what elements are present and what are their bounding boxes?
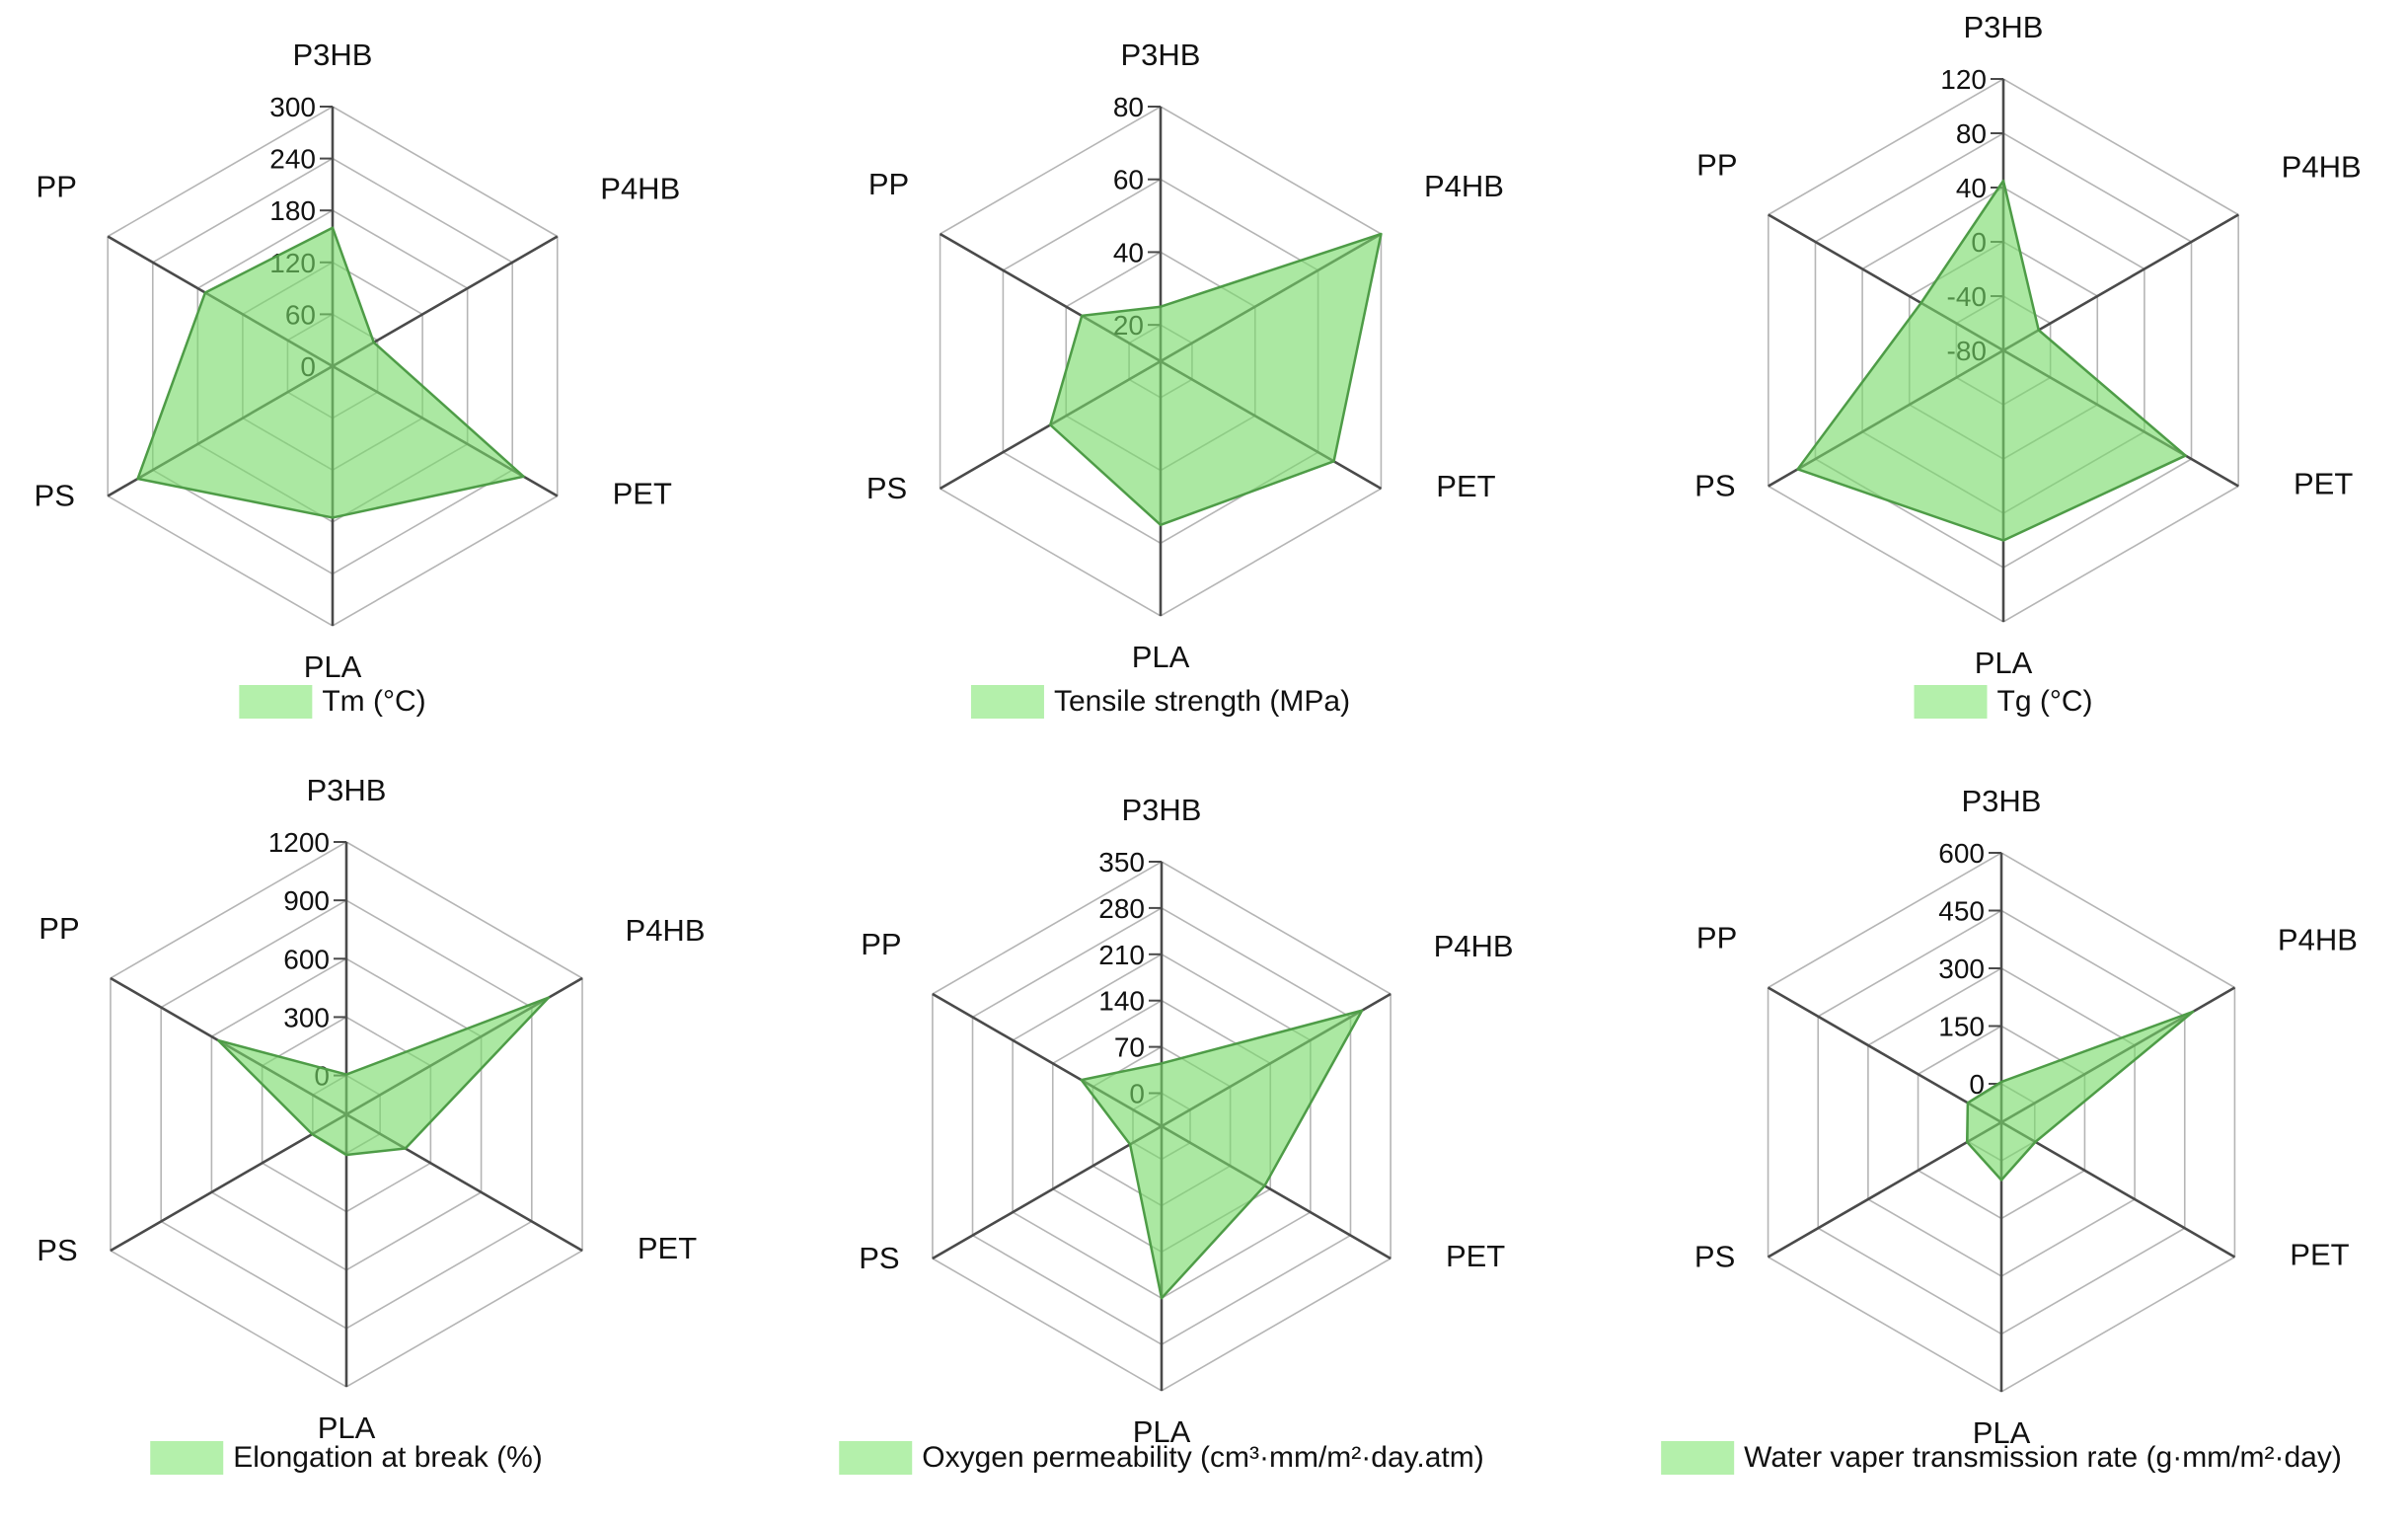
category-label-p4hb: P4HB	[2282, 150, 2362, 185]
radar-plot-elongation: 03006009001200P3HBP4HBPETPLAPSPP	[37, 773, 706, 1445]
category-label-ps: PS	[866, 471, 907, 505]
radar-chart-wvtr: 0 150 300 450 600 P3HB P4HB PET PLA PS PP Water va…	[1626, 757, 2376, 1488]
data-polygon	[1049, 232, 1383, 527]
legend-swatch	[839, 1441, 913, 1475]
legend-label: Water vaper transmission rate (g·mm/m²·d…	[1744, 1441, 2342, 1474]
tick-label-240: 240	[269, 144, 316, 175]
radar-plot-wvtr: 0 150 300 450 600 P3HB P4HB PET PLA PS PP	[1694, 784, 2358, 1450]
tick-label-70: 70	[1114, 1032, 1145, 1063]
tick-label-900: 900	[283, 885, 330, 916]
radar-chart-elongation: 03006009001200P3HBP4HBPETPLAPSPP Elongat…	[0, 749, 721, 1480]
legend-wvtr: Water vaper transmission rate (g·mm/m²·d…	[1661, 1441, 2342, 1475]
category-label-pet: PET	[613, 477, 672, 511]
radar-chart-tensile-strength: 20406080P3HBP4HBPETPLAPSPP Tensile stren…	[786, 0, 1536, 726]
legend-tg: Tg (°C)	[1914, 685, 2093, 719]
category-label-pp: PP	[38, 911, 79, 946]
category-label-pp: PP	[37, 170, 77, 204]
category-label-pet: PET	[2294, 467, 2353, 501]
tick-label-40: 40	[1113, 237, 1144, 267]
tick-label-0: 0	[1969, 1069, 1985, 1100]
tick-label-80: 80	[1113, 92, 1144, 122]
category-label-p4hb: P4HB	[2278, 923, 2358, 957]
category-label-p3hb: P3HB	[1964, 10, 2044, 44]
legend-swatch	[1661, 1441, 1735, 1475]
radar-chart-tg: -80-4004080120P3HBP4HBPETPLAPSPP Tg (°C)	[1628, 0, 2378, 719]
radar-plot-oxygen-permeability: 070140210280350P3HBP4HBPETPLAPSPP	[859, 793, 1514, 1449]
data-polygon	[136, 226, 525, 519]
legend-label: Tensile strength (MPa)	[1053, 685, 1351, 718]
category-label-pla: PLA	[318, 1411, 376, 1445]
legend-swatch	[150, 1441, 224, 1475]
tick-label-300: 300	[1938, 954, 1985, 984]
legend-tm: Tm (°C)	[239, 685, 426, 719]
category-label-pet: PET	[1436, 469, 1495, 503]
category-label-p3hb: P3HB	[1962, 784, 2042, 818]
radar-plot-tensile-strength: 20406080P3HBP4HBPETPLAPSPP	[866, 38, 1504, 674]
category-label-pla: PLA	[1133, 1414, 1191, 1449]
category-label-pla: PLA	[1975, 646, 2033, 680]
category-label-pla: PLA	[304, 649, 362, 684]
radar-chart-tm: 060120180240300P3HBP4HBPETPLAPSPP Tm (°C…	[0, 1, 708, 731]
tick-label-210: 210	[1098, 940, 1145, 970]
radar-chart-oxygen-permeability: 070140210280350P3HBP4HBPETPLAPSPP Oxygen…	[787, 761, 1537, 1491]
category-label-pet: PET	[1446, 1239, 1505, 1273]
tick-label-600: 600	[283, 944, 330, 974]
tick-label-150: 150	[1938, 1012, 1985, 1042]
category-label-p4hb: P4HB	[600, 172, 680, 206]
tick-label-1200: 1200	[268, 827, 330, 858]
category-label-p3hb: P3HB	[1121, 38, 1201, 72]
category-label-p3hb: P3HB	[1122, 793, 1202, 827]
tick-label-180: 180	[269, 195, 316, 226]
legend-label: Oxygen permeability (cm³·mm/m²·day.atm)	[922, 1441, 1484, 1474]
category-label-pet: PET	[638, 1231, 697, 1265]
legend-swatch	[1914, 685, 1988, 719]
legend-label: Tg (°C)	[1996, 685, 2093, 718]
data-polygon	[1080, 1009, 1364, 1300]
category-label-pp: PP	[868, 167, 909, 201]
legend-tensile-strength: Tensile strength (MPa)	[970, 685, 1351, 719]
category-label-pla: PLA	[1973, 1415, 2031, 1450]
radar-plot-tg: -80-4004080120P3HBP4HBPETPLAPSPP	[1694, 10, 2362, 680]
tick-label-140: 140	[1098, 986, 1145, 1017]
tick-label-350: 350	[1098, 847, 1145, 877]
category-label-p3hb: P3HB	[293, 38, 373, 72]
category-label-ps: PS	[35, 479, 75, 513]
tick-label-60: 60	[1113, 165, 1144, 195]
tick-label-600: 600	[1938, 838, 1985, 869]
radar-plot-tm: 060120180240300P3HBP4HBPETPLAPSPP	[35, 38, 681, 684]
tick-label-120: 120	[1940, 64, 1987, 95]
category-label-p4hb: P4HB	[626, 913, 706, 948]
category-label-pp: PP	[861, 927, 901, 961]
category-label-ps: PS	[1694, 1240, 1735, 1274]
tick-label-80: 80	[1956, 118, 1987, 149]
category-label-pet: PET	[2290, 1238, 2349, 1272]
category-label-ps: PS	[1694, 469, 1735, 503]
tick-label-40: 40	[1956, 173, 1987, 203]
category-label-p4hb: P4HB	[1424, 169, 1504, 203]
data-polygon	[1965, 1010, 2195, 1182]
data-polygon	[1796, 179, 2187, 542]
legend-swatch	[239, 685, 313, 719]
legend-label: Tm (°C)	[322, 685, 426, 718]
category-label-p3hb: P3HB	[307, 773, 387, 807]
legend-oxygen-permeability: Oxygen permeability (cm³·mm/m²·day.atm)	[839, 1441, 1484, 1475]
data-polygon	[216, 996, 551, 1157]
category-label-pp: PP	[1696, 921, 1737, 955]
tick-label-450: 450	[1938, 896, 1985, 927]
category-label-pla: PLA	[1132, 640, 1190, 674]
category-label-ps: PS	[859, 1241, 899, 1275]
category-label-pp: PP	[1696, 148, 1737, 183]
category-label-ps: PS	[37, 1233, 77, 1267]
tick-label-300: 300	[283, 1002, 330, 1032]
category-label-p4hb: P4HB	[1434, 929, 1514, 963]
legend-label: Elongation at break (%)	[233, 1441, 543, 1474]
tick-label-280: 280	[1098, 893, 1145, 924]
legend-swatch	[970, 685, 1044, 719]
legend-elongation: Elongation at break (%)	[150, 1441, 543, 1475]
tick-label-300: 300	[269, 92, 316, 122]
